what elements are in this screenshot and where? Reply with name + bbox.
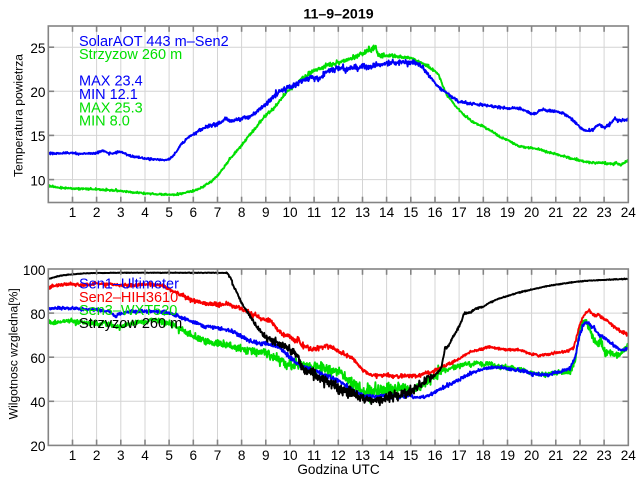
svg-text:6: 6 <box>190 448 198 463</box>
svg-text:9: 9 <box>262 448 270 463</box>
svg-text:17: 17 <box>452 205 467 220</box>
svg-text:10: 10 <box>282 448 298 463</box>
svg-text:23: 23 <box>597 448 612 463</box>
svg-text:Wilgotnosc wzgledna[%]: Wilgotnosc wzgledna[%] <box>7 288 21 419</box>
svg-text:14: 14 <box>379 205 395 220</box>
svg-text:Sen1–Ultimeter: Sen1–Ultimeter <box>79 277 179 293</box>
svg-text:12: 12 <box>331 448 346 463</box>
svg-text:15: 15 <box>403 205 418 220</box>
svg-text:15: 15 <box>30 129 45 144</box>
svg-text:100: 100 <box>23 263 46 278</box>
svg-text:6: 6 <box>190 205 198 220</box>
svg-text:17: 17 <box>452 448 467 463</box>
svg-text:3: 3 <box>117 448 125 463</box>
svg-text:11–9–2019: 11–9–2019 <box>303 7 373 23</box>
svg-text:1: 1 <box>69 205 77 220</box>
svg-text:16: 16 <box>427 205 442 220</box>
svg-text:12: 12 <box>331 205 346 220</box>
svg-text:13: 13 <box>355 448 370 463</box>
svg-text:40: 40 <box>30 395 46 410</box>
svg-text:10: 10 <box>282 205 298 220</box>
svg-text:19: 19 <box>500 448 515 463</box>
svg-text:8: 8 <box>238 205 246 220</box>
svg-text:8: 8 <box>238 448 246 463</box>
svg-text:Sen3–WXT520: Sen3–WXT520 <box>79 303 177 319</box>
svg-text:20: 20 <box>30 439 46 454</box>
svg-text:11: 11 <box>307 205 321 220</box>
svg-text:60: 60 <box>30 351 46 366</box>
svg-text:15: 15 <box>403 448 418 463</box>
svg-text:20: 20 <box>30 85 46 100</box>
svg-text:23: 23 <box>597 205 612 220</box>
svg-text:7: 7 <box>214 448 222 463</box>
svg-text:10: 10 <box>30 173 46 188</box>
svg-text:13: 13 <box>355 205 370 220</box>
svg-text:24: 24 <box>621 205 637 220</box>
svg-text:22: 22 <box>572 205 587 220</box>
svg-text:9: 9 <box>262 205 270 220</box>
svg-text:MAX 23.4: MAX 23.4 <box>79 74 143 90</box>
svg-text:21: 21 <box>548 448 563 463</box>
svg-text:4: 4 <box>141 205 149 220</box>
svg-text:80: 80 <box>30 307 46 322</box>
svg-text:14: 14 <box>379 448 395 463</box>
svg-text:2: 2 <box>93 205 101 220</box>
svg-text:5: 5 <box>165 448 173 463</box>
svg-text:21: 21 <box>548 205 563 220</box>
svg-text:MIN 8.0: MIN 8.0 <box>79 114 130 130</box>
svg-text:18: 18 <box>476 448 491 463</box>
svg-text:20: 20 <box>524 448 540 463</box>
svg-text:SolarAOT 443 m–Sen2: SolarAOT 443 m–Sen2 <box>79 34 229 50</box>
svg-text:7: 7 <box>214 205 222 220</box>
svg-text:2: 2 <box>93 448 101 463</box>
svg-text:18: 18 <box>476 205 491 220</box>
svg-text:Godzina UTC: Godzina UTC <box>297 462 380 477</box>
svg-text:Strzyzow 260 m: Strzyzow 260 m <box>79 47 182 63</box>
svg-text:Sen2–HIH3610: Sen2–HIH3610 <box>79 290 178 306</box>
svg-text:20: 20 <box>524 205 540 220</box>
svg-text:3: 3 <box>117 205 125 220</box>
svg-text:19: 19 <box>500 205 515 220</box>
svg-text:25: 25 <box>30 41 45 56</box>
svg-text:MIN 12.1: MIN 12.1 <box>79 87 138 103</box>
svg-text:1: 1 <box>69 448 77 463</box>
svg-text:MAX 25.3: MAX 25.3 <box>79 100 143 116</box>
svg-text:Temperatura powietrza: Temperatura powietrza <box>12 54 26 177</box>
svg-text:24: 24 <box>621 448 637 463</box>
svg-text:Strzyzow 260 m: Strzyzow 260 m <box>79 316 182 332</box>
svg-text:5: 5 <box>165 205 173 220</box>
svg-text:16: 16 <box>427 448 442 463</box>
svg-text:4: 4 <box>141 448 149 463</box>
svg-text:22: 22 <box>572 448 587 463</box>
svg-text:11: 11 <box>307 448 321 463</box>
